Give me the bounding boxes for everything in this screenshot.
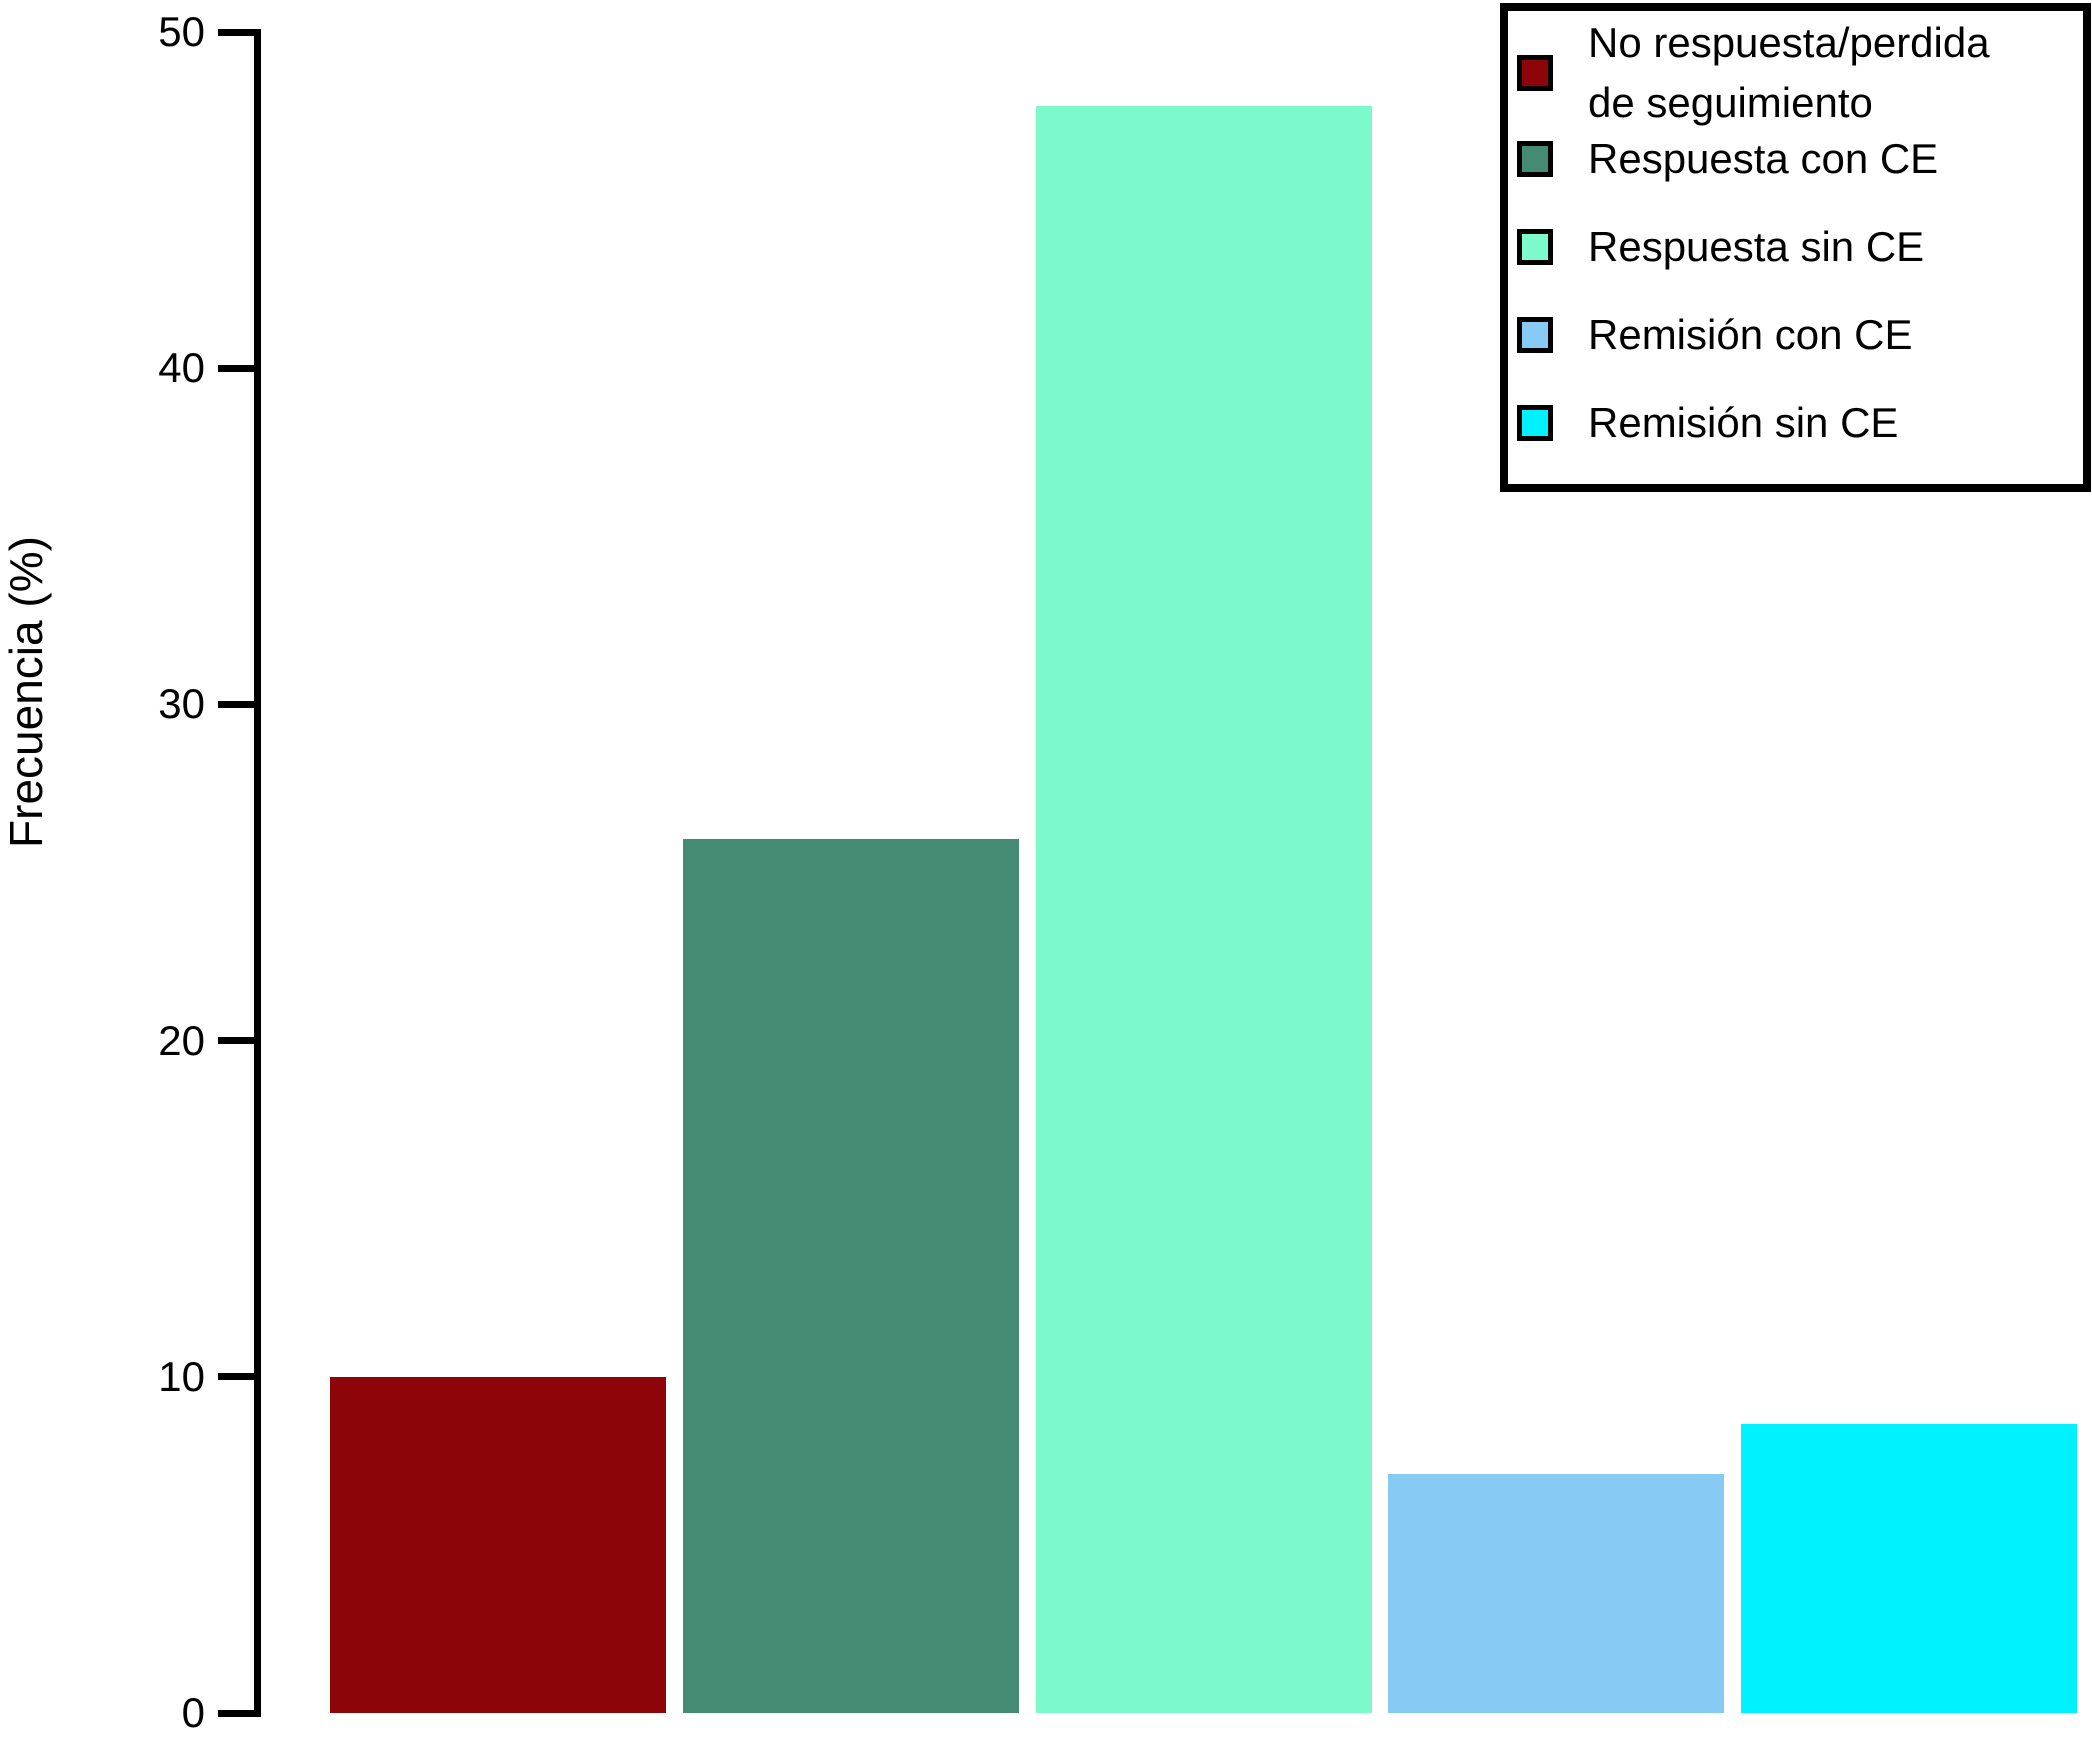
legend-label-respuesta-con-ce: Respuesta con CE	[1588, 135, 1939, 182]
y-tick-label-40: 40	[158, 344, 205, 392]
y-tick-label-0: 0	[181, 1689, 205, 1736]
y-tick-label-50: 50	[158, 8, 205, 55]
y-tick-mark-10	[218, 1373, 254, 1381]
y-tick-label-10: 10	[158, 1352, 205, 1400]
legend-swatch-remision-con-ce	[1517, 317, 1553, 353]
legend-swatch-no-respuesta-perdida-de-seguimiento	[1517, 55, 1553, 91]
legend-swatch-respuesta-sin-ce	[1517, 229, 1553, 265]
y-tick-mark-40	[218, 364, 254, 372]
y-tick-mark-20	[218, 1037, 254, 1045]
bar-remision-con-ce	[1388, 1474, 1725, 1713]
legend-label-respuesta-sin-ce: Respuesta sin CE	[1588, 223, 1925, 270]
legend-box	[1500, 3, 2091, 492]
y-tick-label-20: 20	[158, 1016, 205, 1064]
legend-label-no-respuesta-perdida-de-seguimiento: No respuesta/perdida de seguimiento	[1588, 19, 1990, 126]
y-tick-mark-30	[218, 700, 254, 708]
y-axis-line	[254, 28, 261, 1717]
legend-label-remision-sin-ce: Remisión sin CE	[1588, 399, 1899, 446]
legend-label-remision-con-ce: Remisión con CE	[1588, 311, 1913, 358]
bar-respuesta-con-ce	[682, 838, 1019, 1713]
legend-swatch-remision-sin-ce	[1517, 405, 1553, 441]
bar-no-respuesta-perdida-de-seguimiento	[330, 1376, 666, 1713]
bar-respuesta-sin-ce	[1035, 105, 1372, 1713]
y-tick-mark-0	[218, 1709, 254, 1717]
legend-swatch-respuesta-con-ce	[1517, 141, 1553, 177]
y-tick-mark-50	[218, 28, 254, 36]
y-tick-label-30: 30	[158, 680, 205, 728]
bar-remision-sin-ce	[1741, 1423, 2078, 1713]
